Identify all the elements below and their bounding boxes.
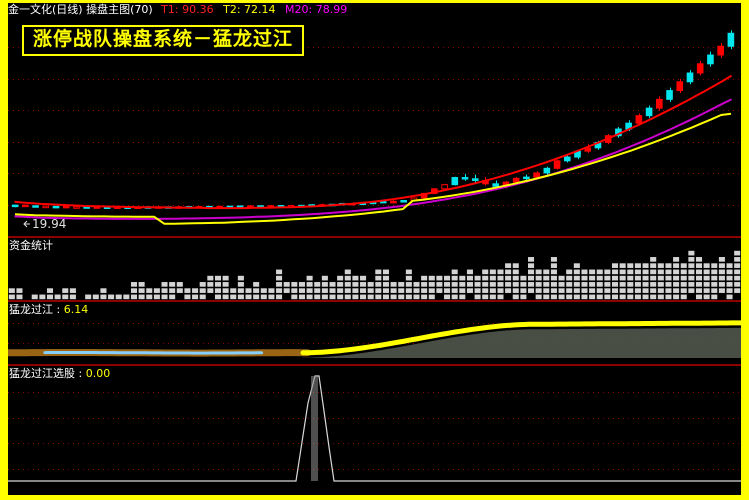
svg-text:19.94: 19.94 <box>32 217 66 231</box>
picker-value: 0.00 <box>85 367 111 380</box>
t2-value: 72.14 <box>244 3 276 16</box>
dragon-value: 6.14 <box>63 303 89 316</box>
divider-dragon-pick <box>8 364 741 366</box>
picker-panel-label: 猛龙过江选股 : 0.00 <box>9 367 110 380</box>
t1-value: 90.36 <box>182 3 214 16</box>
system-title-banner: 涨停战队操盘系统－猛龙过江 <box>22 25 305 56</box>
t1-label: T1: <box>161 3 179 16</box>
fund-label-text: 资金统计 <box>9 239 53 252</box>
picker-label-text: 猛龙过江选股 <box>9 367 75 380</box>
right-border-strip <box>741 0 749 500</box>
divider-fund-dragon <box>8 300 741 302</box>
m20-value: 78.99 <box>315 3 348 16</box>
t2-indicator: T2: 72.14 <box>223 3 275 16</box>
divider-main-fund <box>8 236 741 238</box>
t1-indicator: T1: 90.36 <box>161 3 213 16</box>
dragon-separator: : <box>56 303 61 316</box>
t2-label: T2: <box>223 3 241 16</box>
left-border-strip <box>0 0 8 500</box>
top-border-strip <box>0 0 749 3</box>
fund-stats-panel[interactable]: 资金统计 <box>8 238 741 300</box>
symbol-title[interactable]: 金一文化(日线) 操盘主图(70) <box>8 3 153 16</box>
picker-gridlines <box>8 392 741 470</box>
dragon-indicator-panel[interactable]: 猛龙过江 : 6.14 <box>8 302 741 364</box>
quote-header-bar: 金一文化(日线) 操盘主图(70) T1: 90.36 T2: 72.14 M2… <box>8 3 741 16</box>
picker-signal-chart[interactable] <box>8 366 741 495</box>
m20-label: M20: <box>285 3 313 16</box>
fund-block-matrix[interactable] <box>8 238 741 300</box>
svg-text:S: S <box>535 234 543 236</box>
dragon-indicator-chart[interactable] <box>8 302 741 364</box>
dragon-label-text: 猛龙过江 <box>9 303 53 316</box>
dragon-panel-label: 猛龙过江 : 6.14 <box>9 303 88 316</box>
main-candlestick-chart[interactable]: 19.94 S <box>8 16 741 236</box>
main-gridlines <box>8 47 741 206</box>
picker-separator: : <box>78 367 83 380</box>
m20-indicator: M20: 78.99 <box>285 3 347 16</box>
fund-panel-label: 资金统计 <box>9 239 53 252</box>
stock-picker-panel[interactable]: 猛龙过江选股 : 0.00 <box>8 366 741 495</box>
system-title-text: 涨停战队操盘系统－猛龙过江 <box>33 28 294 50</box>
bottom-border-strip <box>0 495 749 500</box>
